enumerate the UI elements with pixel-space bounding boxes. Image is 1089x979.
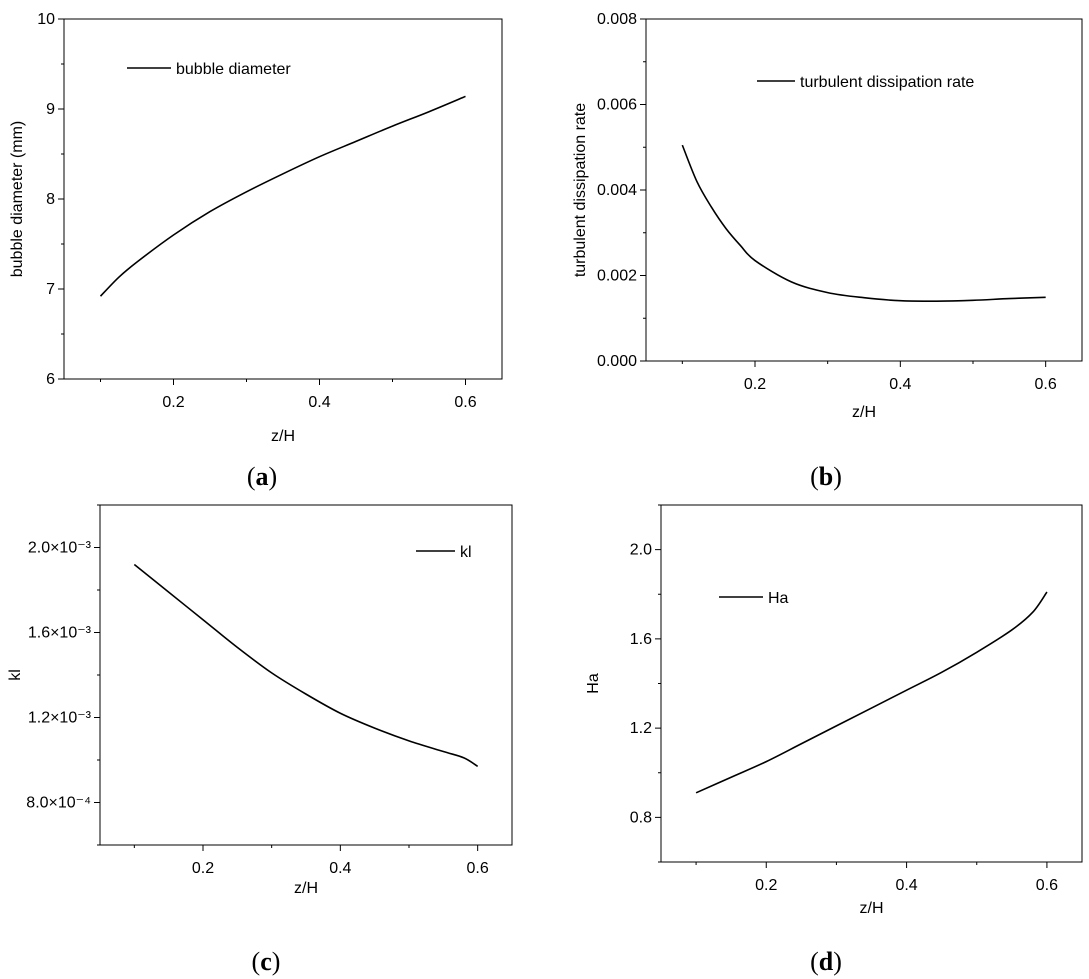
panel-caption: (c) [252, 947, 281, 976]
panel-b-chart: 0.2 0.4 0.6 0.000 0.002 0.004 0.006 0.008 z/H tur… [572, 11, 1083, 491]
y-axis-label: bubble diameter (mm) [9, 121, 26, 278]
y-tick-label: 0.008 [597, 11, 637, 28]
x-axis-label: z/H [852, 404, 876, 421]
x-axis-label: z/H [294, 880, 318, 897]
plot-frame [645, 18, 1083, 362]
legend-label: Ha [768, 590, 789, 607]
x-tick-label: 0.2 [744, 376, 766, 393]
y-tick-label: 9 [46, 101, 55, 118]
x-tick-label: 0.6 [1036, 877, 1058, 894]
y-axis-label: turbulent dissipation rate [572, 103, 589, 277]
x-axis-label: z/H [860, 900, 884, 917]
series-line [99, 95, 466, 297]
legend-label: bubble diameter [176, 61, 291, 78]
y-tick-label: 1.6×10⁻³ [28, 625, 92, 642]
y-tick-label: 0.004 [597, 182, 637, 199]
y-tick-label: 2.0 [630, 542, 652, 559]
x-tick-label: 0.4 [889, 376, 911, 393]
y-tick-label: 0.000 [597, 353, 637, 370]
x-tick-label: 0.6 [467, 860, 489, 877]
x-axis-label: z/H [271, 428, 295, 445]
y-tick-label: 8.0×10⁻⁴ [26, 795, 91, 812]
panel-caption: (b) [810, 462, 842, 491]
legend-label: turbulent dissipation rate [800, 74, 974, 91]
series-line [681, 144, 1046, 302]
panel-d-chart: 0.2 0.4 0.6 0.8 1.2 1.6 2.0 z/H Ha Ha (d) [585, 504, 1083, 976]
y-axis-label: kl [7, 669, 24, 681]
y-tick-label: 1.2 [630, 720, 652, 737]
plot-frame [660, 504, 1083, 863]
y-tick-label: 0.006 [597, 97, 637, 114]
panel-a-chart: 0.2 0.4 0.6 6 7 8 9 10 z/H bubble diameter (mm) bu… [9, 11, 503, 491]
x-tick-label: 0.6 [454, 394, 476, 411]
y-tick-label: 1.2×10⁻³ [28, 710, 92, 727]
y-axis-label: Ha [585, 673, 602, 694]
y-tick-label: 6 [46, 371, 55, 388]
y-tick-label: 10 [37, 11, 55, 28]
panel-caption: (d) [810, 947, 842, 976]
panel-c-chart: 0.2 0.4 0.6 8.0×10⁻⁴ 1.2×10⁻³ 1.6×10⁻³ 2.0×10⁻… [7, 504, 513, 976]
series-line [133, 563, 479, 768]
y-tick-label: 0.002 [597, 268, 637, 285]
x-tick-label: 0.2 [162, 394, 184, 411]
plot-frame [99, 504, 513, 846]
x-tick-label: 0.4 [308, 394, 330, 411]
y-tick-label: 1.6 [630, 631, 652, 648]
series-line [695, 591, 1048, 794]
panel-caption: (a) [247, 462, 277, 491]
x-tick-label: 0.4 [895, 877, 917, 894]
y-tick-label: 8 [46, 191, 55, 208]
y-tick-label: 0.8 [630, 809, 652, 826]
x-tick-label: 0.2 [192, 860, 214, 877]
x-tick-label: 0.6 [1035, 376, 1057, 393]
y-tick-label: 2.0×10⁻³ [28, 540, 92, 557]
y-tick-label: 7 [46, 281, 55, 298]
x-tick-label: 0.2 [755, 877, 777, 894]
legend-label: kl [460, 544, 472, 561]
x-tick-label: 0.4 [329, 860, 351, 877]
